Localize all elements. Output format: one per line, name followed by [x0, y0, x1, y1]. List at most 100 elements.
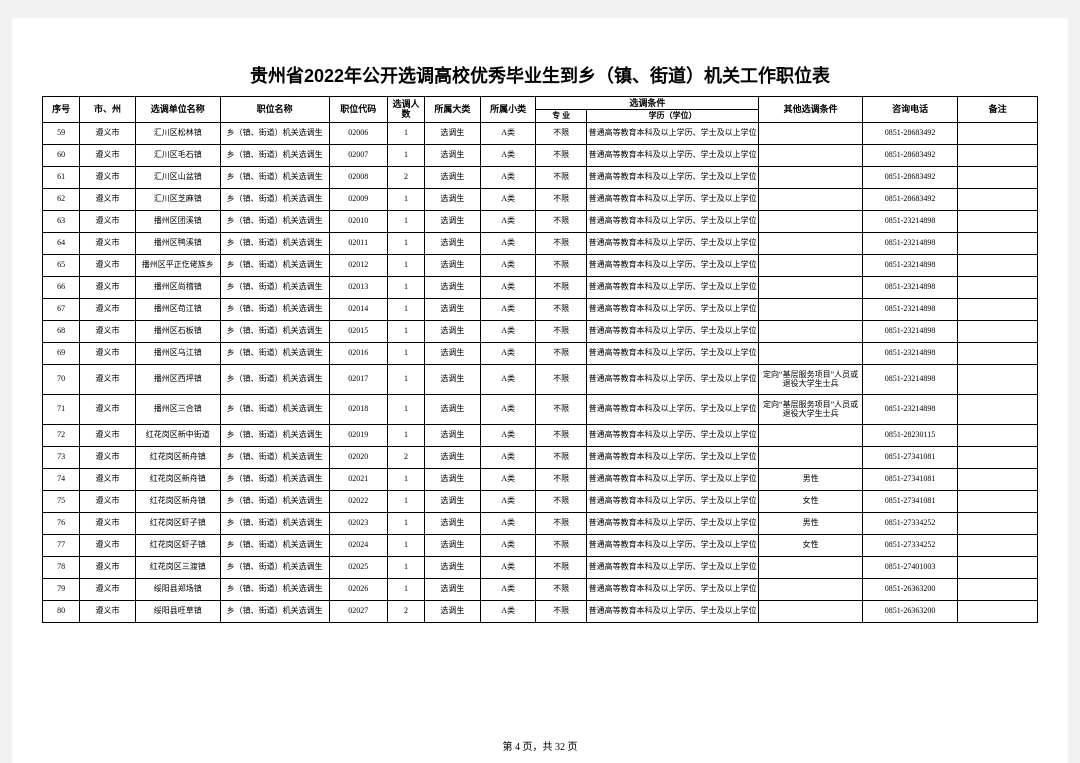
table-cell	[958, 490, 1038, 512]
table-row: 71遵义市播州区三合镇乡（镇、街道）机关选调生020181选调生A类不限普通高等…	[43, 394, 1038, 424]
table-cell: 普通高等教育本科及以上学历、学士及以上学位	[586, 556, 758, 578]
table-cell: 79	[43, 578, 80, 600]
table-row: 62遵义市汇川区芝麻镇乡（镇、街道）机关选调生020091选调生A类不限普通高等…	[43, 188, 1038, 210]
table-cell: 02009	[329, 188, 387, 210]
table-cell: 红花岗区新舟镇	[135, 446, 220, 468]
table-cell: 1	[387, 468, 424, 490]
table-cell: 不限	[536, 276, 586, 298]
table-cell: 乡（镇、街道）机关选调生	[220, 394, 329, 424]
table-cell: 遵义市	[80, 446, 136, 468]
table-cell: 普通高等教育本科及以上学历、学士及以上学位	[586, 122, 758, 144]
table-cell	[759, 446, 862, 468]
table-row: 70遵义市播州区西坪镇乡（镇、街道）机关选调生020171选调生A类不限普通高等…	[43, 364, 1038, 394]
table-cell: A类	[480, 468, 536, 490]
table-cell: 80	[43, 600, 80, 622]
table-cell: 选调生	[425, 556, 481, 578]
table-cell: 乡（镇、街道）机关选调生	[220, 144, 329, 166]
table-cell	[958, 534, 1038, 556]
th-edu: 学历（学位）	[586, 110, 758, 122]
table-cell: 不限	[536, 578, 586, 600]
table-cell: 遵义市	[80, 210, 136, 232]
table-row: 73遵义市红花岗区新舟镇乡（镇、街道）机关选调生020202选调生A类不限普通高…	[43, 446, 1038, 468]
table-cell: 68	[43, 320, 80, 342]
table-cell: 红花岗区虾子镇	[135, 534, 220, 556]
table-cell: 选调生	[425, 122, 481, 144]
table-cell: 02026	[329, 578, 387, 600]
table-cell: 62	[43, 188, 80, 210]
table-cell: 0851-23214898	[862, 254, 958, 276]
table-row: 60遵义市汇川区毛石镇乡（镇、街道）机关选调生020071选调生A类不限普通高等…	[43, 144, 1038, 166]
table-cell: 遵义市	[80, 512, 136, 534]
table-cell: 1	[387, 210, 424, 232]
table-cell: 02024	[329, 534, 387, 556]
table-cell: 不限	[536, 490, 586, 512]
table-cell: 2	[387, 166, 424, 188]
table-cell: 77	[43, 534, 80, 556]
table-cell	[958, 144, 1038, 166]
table-cell: 普通高等教育本科及以上学历、学士及以上学位	[586, 342, 758, 364]
table-cell: 红花岗区新舟镇	[135, 490, 220, 512]
table-cell: 67	[43, 298, 80, 320]
table-cell: 65	[43, 254, 80, 276]
table-cell: 0851-28683492	[862, 188, 958, 210]
page-footer: 第 4 页，共 32 页	[12, 738, 1068, 753]
table-cell: 乡（镇、街道）机关选调生	[220, 188, 329, 210]
table-body: 59遵义市汇川区松林镇乡（镇、街道）机关选调生020061选调生A类不限普通高等…	[43, 122, 1038, 622]
th-major: 专 业	[536, 110, 586, 122]
table-cell: 普通高等教育本科及以上学历、学士及以上学位	[586, 144, 758, 166]
table-cell: 普通高等教育本科及以上学历、学士及以上学位	[586, 320, 758, 342]
th-code: 职位代码	[329, 97, 387, 123]
table-row: 63遵义市播州区团溪镇乡（镇、街道）机关选调生020101选调生A类不限普通高等…	[43, 210, 1038, 232]
table-cell: 遵义市	[80, 276, 136, 298]
table-cell: 02017	[329, 364, 387, 394]
table-cell	[958, 188, 1038, 210]
table-cell: 普通高等教育本科及以上学历、学士及以上学位	[586, 468, 758, 490]
table-cell: 不限	[536, 364, 586, 394]
table-cell: 0851-23214898	[862, 298, 958, 320]
table-cell: 播州区乌江镇	[135, 342, 220, 364]
table-cell	[759, 578, 862, 600]
table-cell	[759, 144, 862, 166]
table-cell: 不限	[536, 446, 586, 468]
table-cell: A类	[480, 534, 536, 556]
table-cell: 遵义市	[80, 424, 136, 446]
table-row: 78遵义市红花岗区三渡镇乡（镇、街道）机关选调生020251选调生A类不限普通高…	[43, 556, 1038, 578]
table-cell: 02011	[329, 232, 387, 254]
table-cell: 02014	[329, 298, 387, 320]
table-cell: 乡（镇、街道）机关选调生	[220, 600, 329, 622]
table-cell: 0851-23214898	[862, 276, 958, 298]
table-cell: 70	[43, 364, 80, 394]
table-cell: 0851-23214898	[862, 364, 958, 394]
table-cell: 乡（镇、街道）机关选调生	[220, 424, 329, 446]
table-cell: 普通高等教育本科及以上学历、学士及以上学位	[586, 512, 758, 534]
table-cell: 选调生	[425, 254, 481, 276]
th-cat2: 所属小类	[480, 97, 536, 123]
table-cell: 02025	[329, 556, 387, 578]
table-cell: 2	[387, 600, 424, 622]
table-cell: 1	[387, 342, 424, 364]
table-cell: 红花岗区三渡镇	[135, 556, 220, 578]
table-row: 68遵义市播州区石板镇乡（镇、街道）机关选调生020151选调生A类不限普通高等…	[43, 320, 1038, 342]
table-cell: 选调生	[425, 320, 481, 342]
table-cell: 普通高等教育本科及以上学历、学士及以上学位	[586, 166, 758, 188]
table-cell: 定向“基层服务项目”人员或退役大学生士兵	[759, 394, 862, 424]
table-cell	[958, 364, 1038, 394]
table-cell: 遵义市	[80, 188, 136, 210]
table-cell: 普通高等教育本科及以上学历、学士及以上学位	[586, 600, 758, 622]
table-cell: 74	[43, 468, 80, 490]
table-cell: 0851-28683492	[862, 122, 958, 144]
table-cell: 1	[387, 534, 424, 556]
table-cell: 选调生	[425, 276, 481, 298]
table-cell: 1	[387, 512, 424, 534]
table-cell	[759, 210, 862, 232]
table-cell: 选调生	[425, 188, 481, 210]
table-cell: 不限	[536, 320, 586, 342]
table-cell: 男性	[759, 512, 862, 534]
table-cell	[759, 188, 862, 210]
table-cell: 78	[43, 556, 80, 578]
table-cell: 不限	[536, 254, 586, 276]
table-cell: 遵义市	[80, 342, 136, 364]
table-cell: 选调生	[425, 166, 481, 188]
th-note: 备注	[958, 97, 1038, 123]
table-cell	[958, 446, 1038, 468]
